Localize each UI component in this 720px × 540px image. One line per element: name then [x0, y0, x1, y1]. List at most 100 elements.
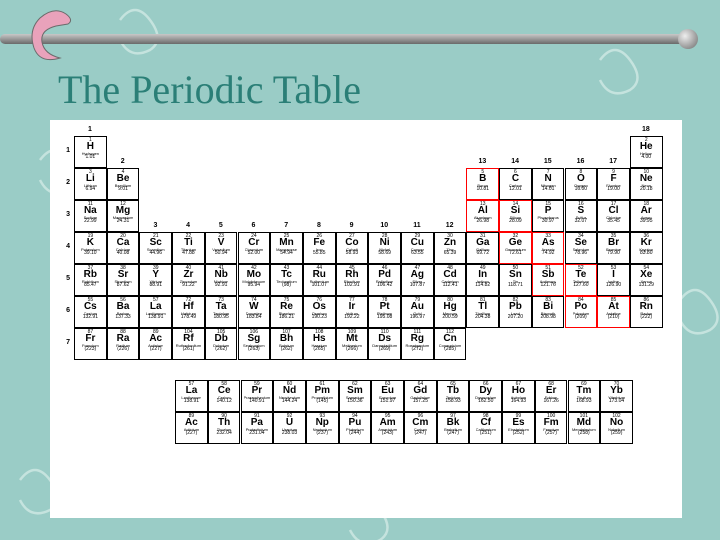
element-Tl: 81TlThallium204.38 — [466, 296, 499, 328]
element-Pb: 82PbLead207.20 — [499, 296, 532, 328]
element-Pu: 94PuPlutonium(244) — [339, 412, 372, 444]
element-Cl: 17ClChlorine35.45 — [597, 200, 630, 232]
element-Sb: 51SbAntimony121.76 — [532, 264, 565, 296]
element-Hf: 72HfHafnium178.49 — [172, 296, 205, 328]
element-W: 74WTungsten183.84 — [238, 296, 271, 328]
element-In: 49InIndium114.82 — [466, 264, 499, 296]
element-He: 2HeHelium4.00 — [630, 136, 663, 168]
element-Bh: 107BhBohrium(262) — [270, 328, 303, 360]
period-label-5: 5 — [58, 275, 70, 282]
header-bar — [0, 34, 688, 44]
group-label-1: 1 — [75, 126, 105, 133]
group-label-8: 8 — [304, 222, 334, 229]
element-Zn: 30ZnZinc65.39 — [434, 232, 467, 264]
element-Pm: 61PmPromethium(145) — [306, 380, 339, 412]
element-Be: 4BeBeryllium9.01 — [107, 168, 140, 200]
element-Ge: 32GeGermanium72.61 — [499, 232, 532, 264]
element-Si: 14SiSilicon28.09 — [499, 200, 532, 232]
element-Mn: 25MnManganese54.94 — [270, 232, 303, 264]
group-label-14: 14 — [500, 158, 530, 165]
element-Sr: 38SrStrontium87.62 — [107, 264, 140, 296]
element-Rb: 37RbRubidium85.47 — [74, 264, 107, 296]
element-Rf: 104RfRutherfordium(261) — [172, 328, 205, 360]
element-Ni: 28NiNickel58.69 — [368, 232, 401, 264]
element-Hs: 108HsHassium(265) — [303, 328, 336, 360]
element-As: 33AsArsenic74.92 — [532, 232, 565, 264]
element-I: 53IIodine126.90 — [597, 264, 630, 296]
element-Kr: 36KrKrypton83.80 — [630, 232, 663, 264]
element-P: 15PPhosphorus30.97 — [532, 200, 565, 232]
element-N: 7NNitrogen14.01 — [532, 168, 565, 200]
element-Mo: 42MoMolybdenum95.94 — [238, 264, 271, 296]
element-Gd: 64GdGadolinium157.25 — [404, 380, 437, 412]
element-Na: 11NaSodium22.99 — [74, 200, 107, 232]
element-Rg: 111RgRoentgenium(272) — [401, 328, 434, 360]
group-label-17: 17 — [598, 158, 628, 165]
element-Ta: 73TaTantalum180.95 — [205, 296, 238, 328]
element-V: 23VVanadium50.94 — [205, 232, 238, 264]
element-Db: 105DbDubnium(262) — [205, 328, 238, 360]
element-Yb: 70YbYtterbium173.04 — [600, 380, 633, 412]
element-Tc: 43TcTechnetium(98) — [270, 264, 303, 296]
group-label-2: 2 — [108, 158, 138, 165]
element-Pd: 46PdPalladium106.42 — [368, 264, 401, 296]
element-Rh: 45RhRhodium102.91 — [336, 264, 369, 296]
element-Pt: 78PtPlatinum195.08 — [368, 296, 401, 328]
element-Eu: 63EuEuropium151.97 — [371, 380, 404, 412]
element-Al: 13AlAluminum26.98 — [466, 200, 499, 232]
element-Ra: 88RaRadium(226) — [107, 328, 140, 360]
element-Cf: 98CfCalifornium(251) — [469, 412, 502, 444]
element-Ne: 10NeNeon20.18 — [630, 168, 663, 200]
element-H: 1HHydrogen1.01 — [74, 136, 107, 168]
element-Cr: 24CrChromium52.00 — [238, 232, 271, 264]
element-Fe: 26FeIron55.85 — [303, 232, 336, 264]
element-La: 57LaLanthanum138.91 — [175, 380, 208, 412]
group-label-4: 4 — [173, 222, 203, 229]
element-Ti: 22TiTitanium47.88 — [172, 232, 205, 264]
element-Ga: 31GaGallium69.72 — [466, 232, 499, 264]
group-label-10: 10 — [369, 222, 399, 229]
element-Ru: 44RuRuthenium101.07 — [303, 264, 336, 296]
element-U: 92UUranium238.03 — [273, 412, 306, 444]
element-O: 8OOxygen16.00 — [565, 168, 598, 200]
element-Ag: 47AgSilver107.87 — [401, 264, 434, 296]
element-Cm: 96CmCurium(247) — [404, 412, 437, 444]
element-Se: 34SeSelenium78.96 — [565, 232, 598, 264]
period-label-4: 4 — [58, 243, 70, 250]
element-Fm: 100FmFermium(257) — [535, 412, 568, 444]
element-Li: 3LiLithium6.94 — [74, 168, 107, 200]
period-label-3: 3 — [58, 211, 70, 218]
element-Cd: 48CdCadmium112.41 — [434, 264, 467, 296]
element-Ds: 110DsDarmstadtium(269) — [368, 328, 401, 360]
element-Pa: 91PaProtactinium231.04 — [241, 412, 274, 444]
element-B: 5BBoron10.81 — [466, 168, 499, 200]
period-label-7: 7 — [58, 339, 70, 346]
element-Sg: 106SgSeaborgium(263) — [238, 328, 271, 360]
element-Au: 79AuGold196.97 — [401, 296, 434, 328]
group-label-15: 15 — [533, 158, 563, 165]
period-label-6: 6 — [58, 307, 70, 314]
periodic-table-container: 1HHydrogen1.01 2HeHelium4.00 3LiLithium6.9… — [50, 120, 682, 518]
element-Nb: 41NbNiobium92.91 — [205, 264, 238, 296]
element-Nd: 60NdNeodymium144.24 — [273, 380, 306, 412]
element-Re: 75ReRhenium186.21 — [270, 296, 303, 328]
element-Tb: 65TbTerbium158.93 — [437, 380, 470, 412]
element-Hg: 80HgMercury200.59 — [434, 296, 467, 328]
element-Sm: 62SmSamarium150.36 — [339, 380, 372, 412]
period-label-1: 1 — [58, 147, 70, 154]
element-Am: 95AmAmericium(243) — [371, 412, 404, 444]
period-label-2: 2 — [58, 179, 70, 186]
element-Ho: 67HoHolmium164.93 — [502, 380, 535, 412]
group-label-9: 9 — [337, 222, 367, 229]
element-Ca: 20CaCalcium40.08 — [107, 232, 140, 264]
element-La: 57LaLanthanum138.91 — [139, 296, 172, 328]
element-Mt: 109MtMeitnerium(266) — [336, 328, 369, 360]
element-Es: 99EsEinsteinium(252) — [502, 412, 535, 444]
element-No: 102NoNobelium(259) — [600, 412, 633, 444]
element-C: 6CCarbon12.01 — [499, 168, 532, 200]
element-Xe: 54XeXenon131.29 — [630, 264, 663, 296]
periodic-table: 1HHydrogen1.01 2HeHelium4.00 3LiLithium6.9… — [50, 120, 682, 518]
element-Rn: 86RnRadon(222) — [630, 296, 663, 328]
element-Cs: 55CsCesium132.91 — [74, 296, 107, 328]
element-S: 16SSulfur32.07 — [565, 200, 598, 232]
